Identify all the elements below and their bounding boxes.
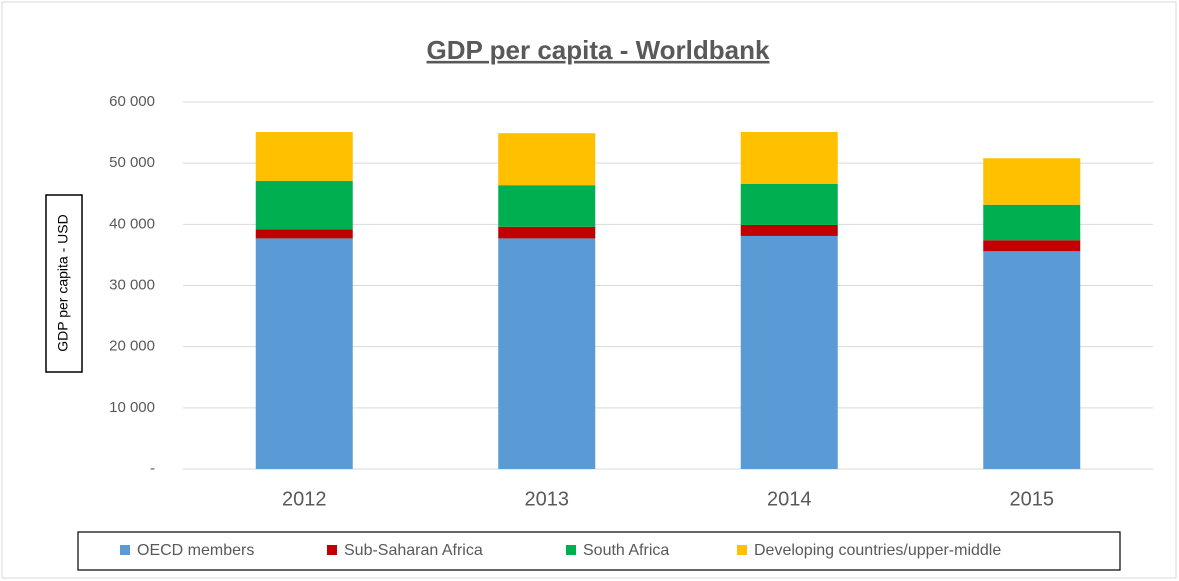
bar-segment: [255, 238, 353, 469]
bar-segment: [740, 224, 838, 236]
y-tick-label: -: [150, 460, 155, 477]
bar-segment: [740, 183, 838, 225]
y-tick-label: 20 000: [109, 338, 155, 355]
x-tick-label: 2015: [1010, 488, 1055, 510]
bar-segment: [498, 185, 596, 227]
bar-segment: [255, 180, 353, 230]
bar-segment: [983, 158, 1081, 205]
legend-swatch: [737, 545, 747, 555]
legend-swatch: [120, 545, 130, 555]
legend-box: [77, 531, 1121, 571]
bar-segment: [498, 133, 596, 186]
bar-segment: [740, 131, 838, 184]
bar-segment: [255, 131, 353, 181]
legend-label: OECD members: [137, 542, 254, 559]
bar-segment: [983, 251, 1081, 469]
legend-label: Developing countries/upper-middle: [754, 542, 1001, 559]
bar-segment: [983, 204, 1081, 241]
bar-segment: [983, 240, 1081, 252]
x-tick-label: 2013: [525, 488, 570, 510]
y-tick-label: 40 000: [109, 215, 155, 232]
chart-title: GDP per capita - Worldbank: [427, 35, 770, 65]
bar-segment: [740, 235, 838, 469]
bar-segment: [498, 226, 596, 239]
legend-label: Sub-Saharan Africa: [344, 542, 483, 559]
y-tick-label: 10 000: [109, 399, 155, 416]
y-label-box: [45, 194, 83, 373]
y-axis-label: GDP per capita - USD: [55, 214, 71, 351]
bar-segment: [255, 229, 353, 239]
x-tick-label: 2012: [282, 488, 327, 510]
legend-swatch: [566, 545, 576, 555]
legend-swatch: [327, 545, 337, 555]
y-tick-label: 50 000: [109, 154, 155, 171]
x-tick-label: 2014: [767, 488, 812, 510]
y-tick-label: 30 000: [109, 276, 155, 293]
y-tick-label: 60 000: [109, 93, 155, 110]
legend-label: South Africa: [583, 542, 669, 559]
bar-segment: [498, 238, 596, 469]
